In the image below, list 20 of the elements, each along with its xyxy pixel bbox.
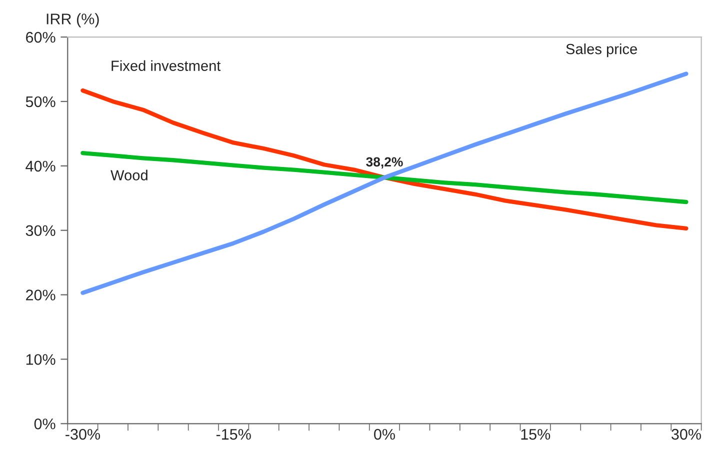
y-axis-title: IRR (%) [46,13,99,28]
y-tick-label: 20% [26,290,56,300]
y-tick-label: 30% [26,225,56,236]
x-tick-label: -30% [66,428,100,440]
y-tick-label: 60% [26,32,56,43]
y-tick-label: 50% [26,96,56,108]
annotation: 38,2% [366,157,403,168]
x-tick-label: 0% [374,428,395,440]
line-series [80,88,688,230]
text: Sales price [566,44,637,58]
x-tick-label: 15% [521,428,550,440]
x-tick-label: 30% [672,428,701,440]
x-tick-label: -15% [216,428,251,440]
line-series [80,72,688,295]
series-label: Fixed investment [112,60,221,71]
y-tick-label: 10% [26,354,56,365]
y-tick-label: 40% [26,160,56,172]
series-label: Wood [110,170,148,180]
y-tick-label: 0% [34,418,56,430]
line-series [80,150,688,204]
